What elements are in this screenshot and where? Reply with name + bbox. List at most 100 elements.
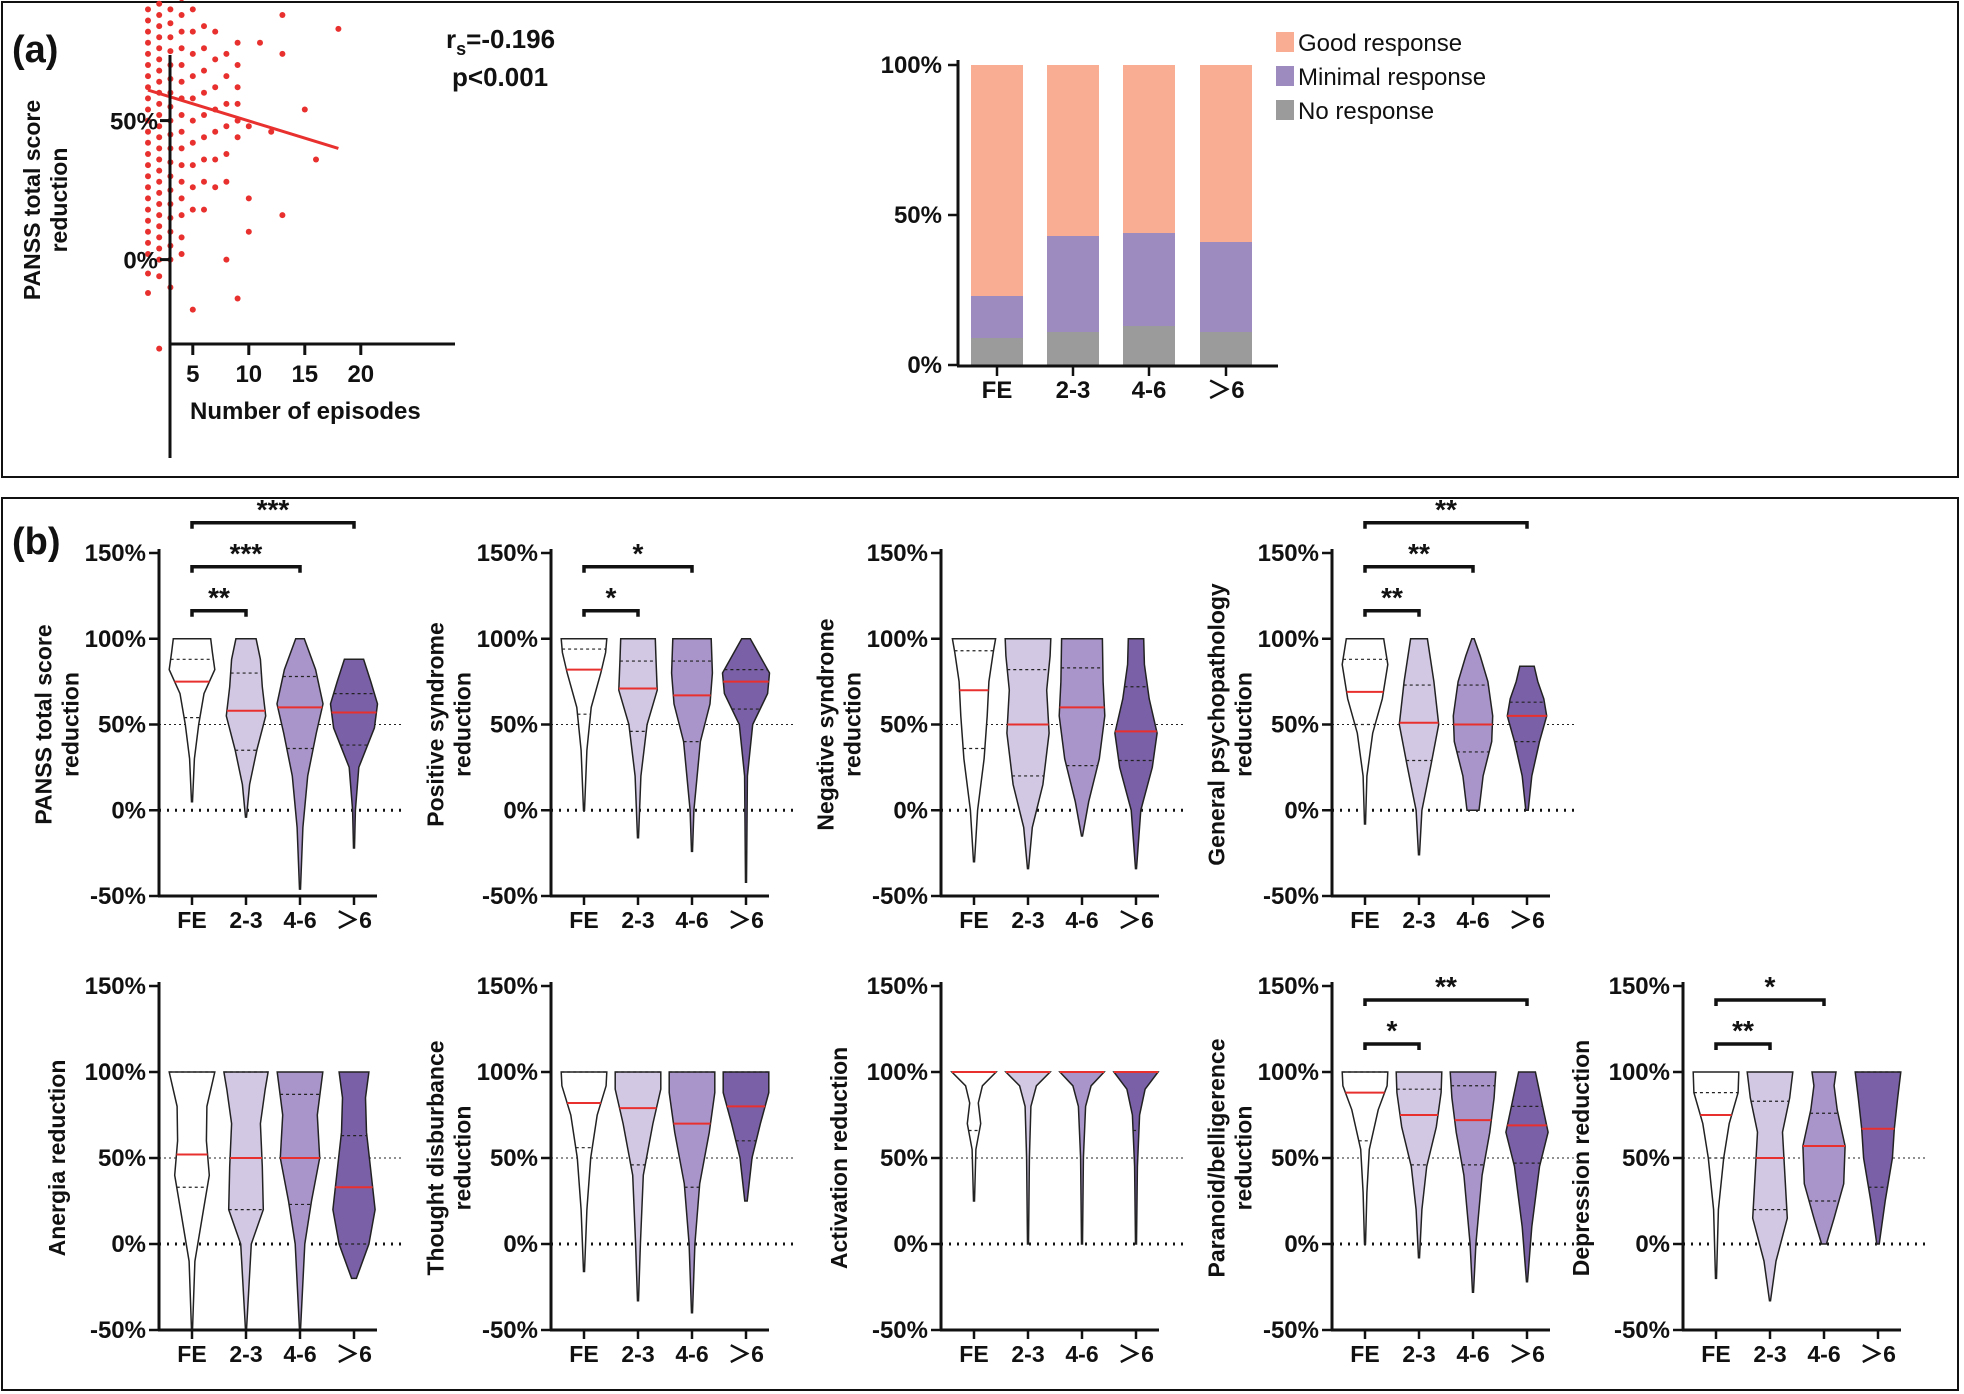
violin-chart-activation: -50% 0% 50% 100% 150% FE 2-3 4-6 ＞6 Activation re… [826, 973, 1183, 1367]
violin-y-label-line: Negative syndrome [813, 618, 839, 830]
violin-2 [670, 638, 714, 853]
violin-x-tick-label: 4-6 [675, 1341, 708, 1367]
scatter-point [156, 273, 163, 280]
scatter-point [212, 84, 219, 91]
violin-y-tick-label: 150% [867, 973, 928, 1000]
scatter-point [145, 162, 151, 169]
violin-y-label-line: Anergia reduction [44, 1060, 70, 1257]
scatter-point [189, 162, 196, 169]
scatter-fit-line [147, 88, 339, 150]
violin-x-tick-label: 4-6 [1456, 1341, 1489, 1367]
violin-y-tick-label: 150% [1609, 973, 1670, 1000]
violin-chart-anergia: -50% 0% 50% 100% 150% FE 2-3 4-6 ＞6 Anergia reduc… [44, 973, 401, 1367]
violin-y-tick-label: 0% [893, 1231, 928, 1258]
scatter-point [145, 195, 151, 202]
violin-y-tick-label: 0% [503, 1231, 538, 1258]
scatter-point [145, 62, 151, 68]
violin-0 [1692, 1071, 1740, 1280]
violin-x-tick-label: FE [1350, 1341, 1379, 1367]
scatter-point [223, 151, 230, 157]
scatter-point [156, 156, 163, 163]
violin-y-tick-label: 150% [85, 540, 146, 567]
violin-3 [1114, 638, 1158, 870]
violin-y-tick-label: 100% [1258, 626, 1319, 653]
scatter-point [178, 195, 185, 202]
scatter-point [234, 295, 241, 302]
scatter-point [156, 45, 163, 52]
legend-label: Good response [1298, 30, 1462, 57]
violin-2 [1058, 638, 1106, 837]
violin-y-label-line: reduction [840, 672, 866, 777]
violin-x-tick-label: ＞6 [336, 1341, 372, 1367]
violin-y-tick-label: 100% [477, 626, 538, 653]
scatter-point [145, 228, 151, 235]
stacked-bar-segment [1123, 233, 1175, 326]
violin-y-tick-label: 50% [98, 712, 146, 739]
violin-y-tick-label: 50% [1622, 1145, 1670, 1172]
violin-3 [722, 1071, 770, 1202]
legend-swatch [1276, 66, 1294, 86]
scatter-point [234, 84, 241, 91]
scatter-point [201, 23, 207, 30]
scatter-point [145, 290, 151, 296]
significance-bracket [1363, 1042, 1421, 1050]
scatter-point [201, 45, 207, 52]
scatter-point [145, 128, 151, 135]
violin-y-label-line: reduction [1231, 1106, 1257, 1211]
scatter-point [145, 184, 151, 191]
scatter-point [145, 270, 151, 277]
violin-x-tick-label: 4-6 [1065, 907, 1098, 933]
violin-x-tick-label: FE [569, 1341, 598, 1367]
violin-y-label: Depression reduction [1568, 1040, 1594, 1276]
violin-y-tick-label: 0% [503, 797, 538, 824]
stacked-x-tick-label: 4-6 [1132, 377, 1167, 404]
violin-y-tick-label: 50% [880, 712, 928, 739]
scatter-point [156, 212, 163, 219]
violin-y-tick-label: -50% [1263, 883, 1319, 910]
scatter-point [145, 117, 151, 124]
significance-stars: ** [1435, 494, 1457, 525]
stacked-bar-chart: 0% 50% 100% FE 2-3 4-6 ＞6 Good response Minimal… [881, 30, 1486, 404]
scatter-point [212, 184, 219, 191]
scatter-point [223, 73, 230, 80]
scatter-point [156, 12, 163, 18]
violin-x-tick-label: ＞6 [1509, 907, 1545, 933]
scatter-point [156, 178, 163, 185]
scatter-point [178, 45, 185, 52]
significance-stars: ** [1381, 582, 1403, 613]
violin-x-tick-label: 2-3 [621, 907, 654, 933]
stacked-axes: 0% 50% 100% FE 2-3 4-6 ＞6 [881, 52, 1278, 404]
scatter-point [145, 139, 151, 146]
violin-y-tick-label: 0% [1284, 797, 1319, 824]
violin-x-tick-label: 4-6 [283, 907, 316, 933]
panel-a-label: (a) [12, 29, 58, 71]
scatter-point [145, 173, 151, 180]
violin-x-tick-label: ＞6 [1860, 1341, 1896, 1367]
scatter-point [234, 39, 241, 46]
violin-chart-thought: -50% 0% 50% 100% 150% FE 2-3 4-6 ＞6 Thought disbu… [423, 973, 793, 1367]
scatter-point [189, 184, 196, 191]
significance-stars: * [1765, 971, 1776, 1002]
violin-y-tick-label: 50% [1271, 712, 1319, 739]
violin-x-tick-label: 4-6 [1065, 1341, 1098, 1367]
stacked-x-tick-label: 2-3 [1056, 377, 1091, 404]
scatter-point [145, 84, 151, 91]
scatter-point [189, 139, 196, 146]
scatter-point [156, 189, 163, 196]
scatter-point [145, 251, 151, 257]
scatter-point [279, 50, 286, 57]
violin-y-tick-label: 100% [85, 626, 146, 653]
scatter-point [335, 25, 342, 32]
stacked-y-tick-label: 100% [881, 52, 942, 79]
significance-bracket [1714, 998, 1826, 1006]
violin-x-tick-label: ＞6 [336, 907, 372, 933]
violin-y-tick-label: 100% [477, 1059, 538, 1086]
scatter-point [156, 145, 163, 152]
violin-charts: -50% 0% 50% 100% 150% FE 2-3 4-6 ＞6 PANSS total s… [31, 494, 1925, 1367]
significance-bracket [1714, 1042, 1772, 1050]
scatter-point [234, 100, 241, 107]
scatter-point [201, 134, 207, 141]
scatter-point [201, 178, 207, 185]
scatter-point [156, 78, 163, 85]
scatter-point [145, 17, 151, 24]
